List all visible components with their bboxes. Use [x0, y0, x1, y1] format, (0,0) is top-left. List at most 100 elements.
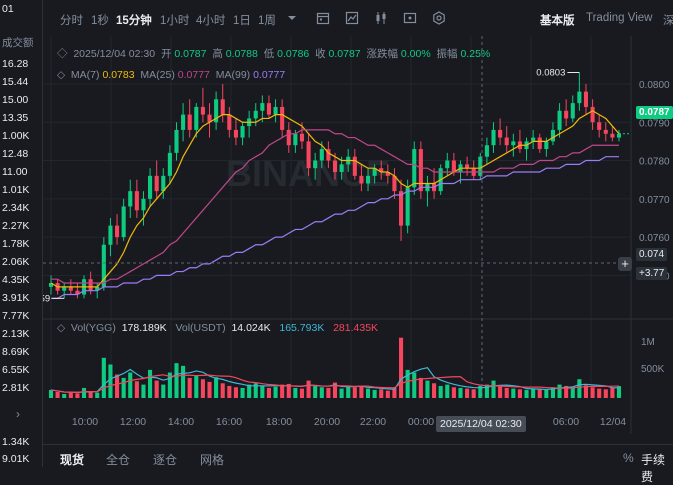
- chevron-right-icon[interactable]: ›: [16, 407, 20, 421]
- chevron-down-icon[interactable]: [287, 13, 297, 23]
- interval-4h[interactable]: 4小时: [196, 15, 226, 27]
- volume-bar: [319, 387, 324, 398]
- high-price-label: 0.0803: [536, 67, 565, 78]
- volume-bar: [339, 388, 344, 398]
- orderbook-sidebar: 01 成交额 16.28 15.44 15.00 13.35 1.00K 12.48 11.…: [0, 0, 43, 467]
- close-label: 收: [315, 48, 326, 60]
- sidebar-value: 15.00: [2, 94, 29, 106]
- volume-bar: [181, 365, 186, 398]
- collapse-icon[interactable]: ◇: [57, 322, 66, 334]
- volume-bar: [570, 386, 575, 398]
- interval-1s[interactable]: 1秒: [91, 15, 109, 27]
- kline-canvas[interactable]: 0.08000.07900.07800.07700.07600.0750BINA…: [21, 36, 673, 434]
- kline-chart[interactable]: 0.08000.07900.07800.07700.07600.0750BINA…: [21, 36, 673, 434]
- crosshair-price-sub: +3.77: [636, 267, 668, 280]
- volume-bar: [280, 384, 285, 398]
- candle-body: [412, 149, 417, 188]
- volume-bar: [379, 389, 384, 398]
- collapse-icon[interactable]: ◇: [57, 48, 68, 60]
- interval-1w[interactable]: 1周: [258, 15, 276, 27]
- candle-body: [260, 103, 265, 111]
- interval-timeline[interactable]: 分时: [60, 15, 83, 27]
- candle-body: [161, 175, 166, 192]
- candle-type-icon[interactable]: [374, 11, 388, 25]
- volume-bar: [610, 387, 615, 398]
- close-value: 0.0787: [328, 48, 361, 60]
- volume-bar: [432, 383, 437, 398]
- volume-bar: [48, 389, 54, 398]
- vol-ma2-value: 281.435K: [333, 322, 379, 334]
- ma99-value: 0.0777: [253, 69, 286, 81]
- candle-body: [101, 244, 106, 287]
- candle-body: [570, 103, 575, 119]
- drawing-tools-icon[interactable]: [403, 11, 417, 25]
- price-axis-label: 0.0800: [639, 80, 670, 91]
- candle-body: [187, 114, 192, 130]
- candle-body: [365, 175, 371, 184]
- vol-label: Vol(YGG): [70, 322, 116, 334]
- view-tradingview-tab[interactable]: Trading View: [586, 12, 653, 24]
- volume-bar: [451, 387, 456, 398]
- interval-1h[interactable]: 1小时: [160, 15, 190, 27]
- settings-icon[interactable]: [432, 11, 446, 25]
- candle-body: [240, 126, 245, 138]
- indicator-icon[interactable]: [345, 11, 359, 25]
- time-axis-label: 12/04: [600, 416, 626, 428]
- ma7-label: MA(7): [70, 69, 100, 81]
- sidebar-value: 2.13K: [2, 328, 30, 340]
- interval-15m[interactable]: 15分钟: [116, 15, 152, 27]
- sidebar-bottom-value: 9.01K: [2, 453, 30, 465]
- interval-1d[interactable]: 1日: [233, 15, 251, 27]
- volume-bar: [81, 387, 87, 398]
- volume-bar: [55, 391, 60, 398]
- candle-body: [293, 133, 298, 146]
- candle-body: [379, 168, 384, 173]
- add-alert-icon[interactable]: +: [618, 257, 632, 271]
- candle-body: [68, 286, 73, 291]
- percent-icon[interactable]: %: [623, 451, 634, 465]
- candle-body: [121, 206, 126, 238]
- fee-link[interactable]: 手续费: [641, 453, 666, 484]
- candle-body: [148, 175, 153, 199]
- calendar-icon[interactable]: [316, 11, 330, 25]
- candle-body: [299, 133, 305, 142]
- volume-bar: [306, 380, 311, 398]
- collapse-icon[interactable]: ◇: [57, 69, 66, 81]
- volume-bar: [88, 391, 93, 398]
- volume-bar: [101, 357, 106, 398]
- amplitude-value: 0.25%: [460, 48, 491, 60]
- tab-cross[interactable]: 全仓: [106, 453, 131, 467]
- volume-bar: [214, 377, 219, 398]
- vol-value: 178.189K: [121, 322, 167, 334]
- volume-bar: [405, 369, 410, 398]
- tab-spot[interactable]: 现货: [60, 453, 85, 467]
- volume-bar: [220, 383, 225, 398]
- time-axis-label: 00:00: [408, 416, 434, 428]
- volume-bar: [240, 387, 245, 398]
- tab-grid[interactable]: 网格: [200, 453, 225, 467]
- candle-body: [544, 141, 549, 150]
- volume-bar: [365, 388, 371, 398]
- volume-bar: [266, 387, 272, 398]
- sidebar-value: 6.55K: [2, 364, 30, 376]
- volume-bar: [511, 388, 516, 398]
- candle-body: [134, 191, 139, 211]
- candle-body: [590, 106, 595, 123]
- vol-usdt-value: 14.024K: [231, 322, 271, 334]
- view-basic-tab[interactable]: 基本版: [540, 15, 575, 27]
- volume-bar: [299, 388, 305, 398]
- volume-bar: [603, 389, 608, 398]
- view-depth-tab[interactable]: 深: [663, 15, 673, 27]
- candle-body: [200, 106, 205, 115]
- sidebar-value: 7.77K: [2, 310, 30, 322]
- volume-bar: [498, 386, 503, 398]
- candle-body: [141, 198, 146, 211]
- volume-bar: [616, 386, 622, 398]
- sidebar-value: 16.28: [2, 58, 29, 70]
- ma99-line: [51, 156, 619, 299]
- candle-body: [498, 129, 503, 138]
- current-price-tag: 0.0787: [636, 106, 673, 119]
- volume-bar: [260, 385, 265, 398]
- tab-isolated[interactable]: 逐仓: [153, 453, 178, 467]
- volume-bar: [207, 381, 212, 398]
